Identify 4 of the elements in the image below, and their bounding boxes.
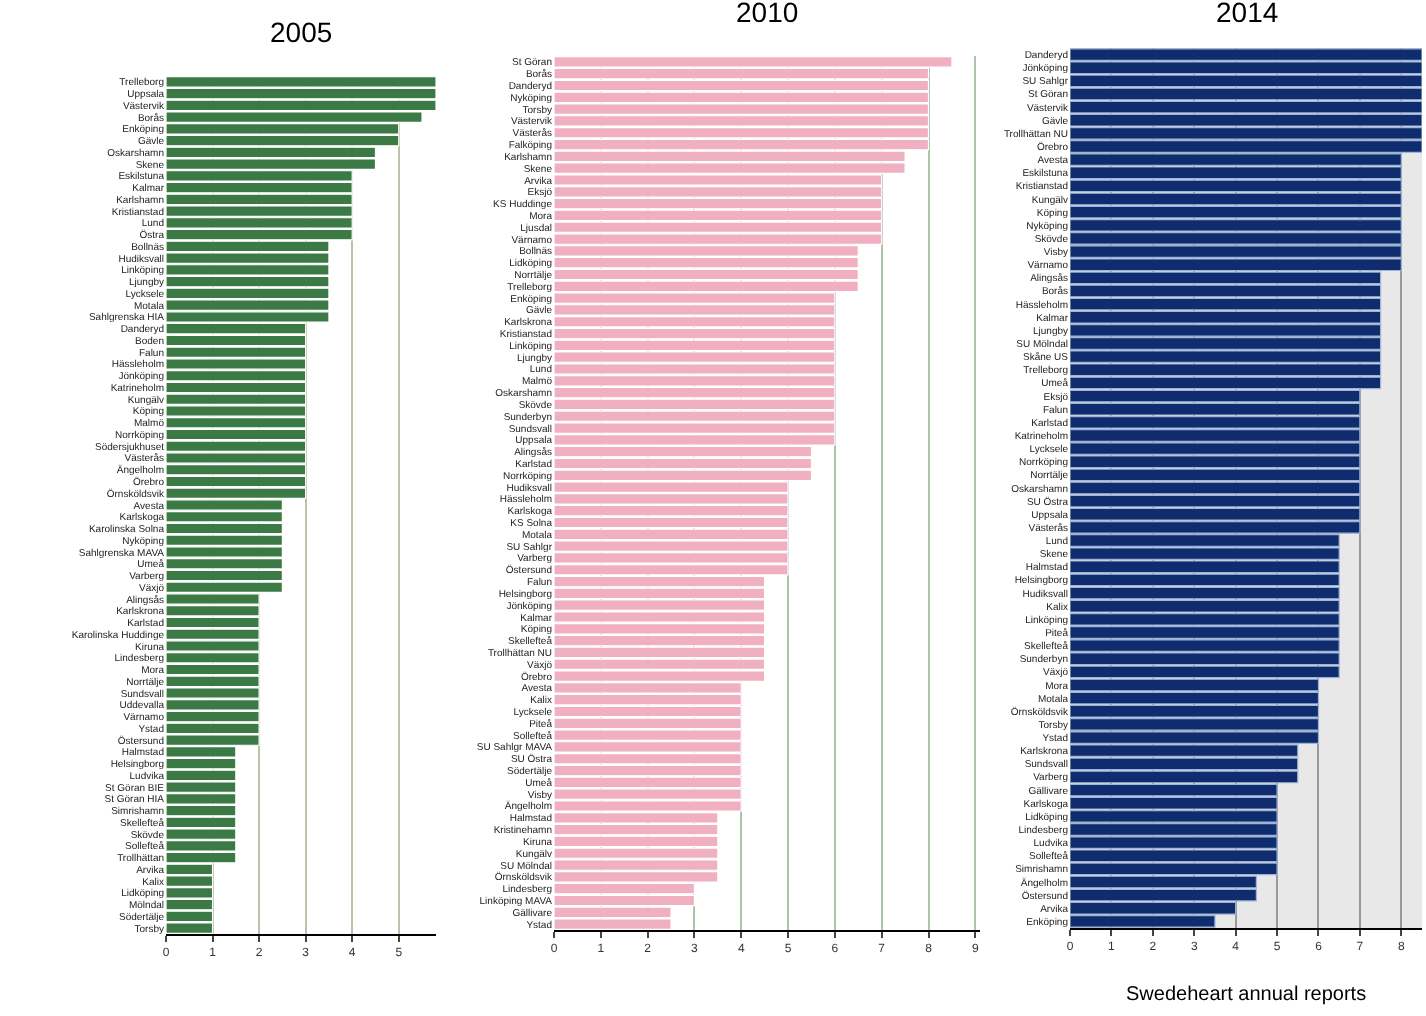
text: Swedeheart annual reports	[1126, 984, 1367, 1006]
chart-title: 2005	[270, 16, 333, 48]
chart-title: 2010	[736, 0, 799, 28]
chart-title: 2014	[1216, 0, 1279, 28]
